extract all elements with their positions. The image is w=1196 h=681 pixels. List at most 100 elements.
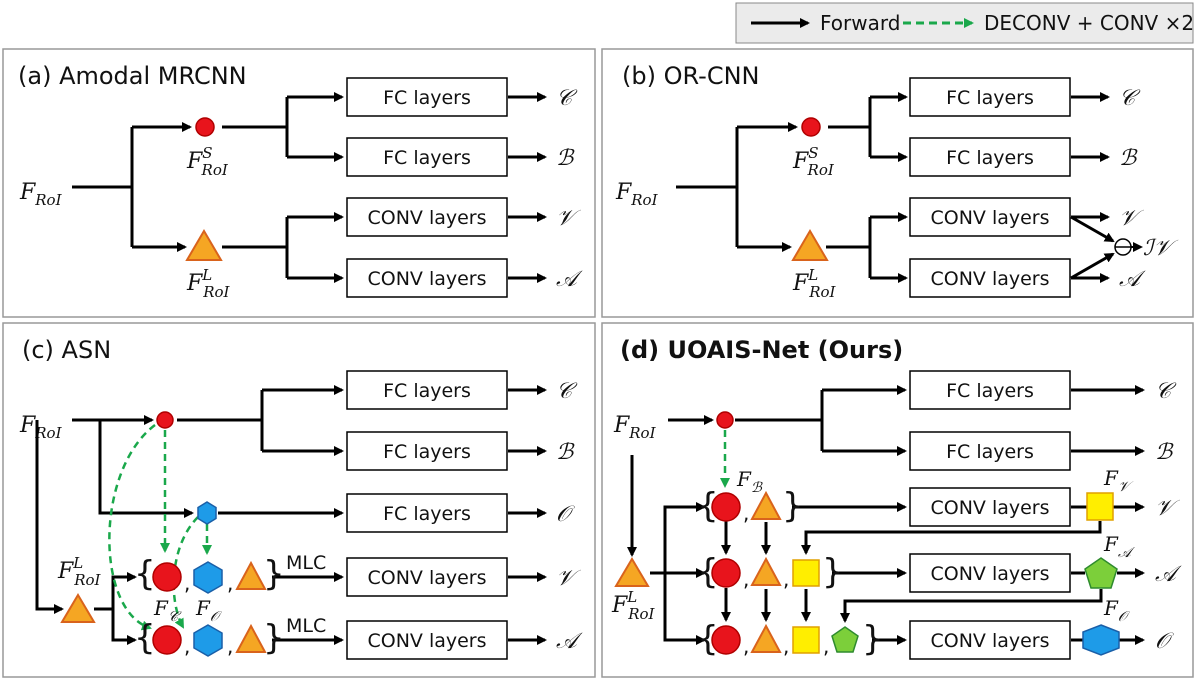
- panel-c: (c) ASN FRoI: [19, 336, 583, 660]
- panel-d-row1-triangle: [750, 490, 782, 520]
- panel-c-fc-box-3-label: FC layers: [383, 503, 471, 525]
- panel-c-row1-circle: [152, 562, 182, 592]
- panel-b-fl-label: FL RoI: [792, 266, 837, 301]
- panel-d-row2-comma-1: ,: [743, 567, 749, 591]
- panel-c-conv-box-2: [346, 620, 508, 660]
- panel-b: (b) OR-CNN FRoI FS RoI FL RoI FC l: [615, 62, 1178, 301]
- legend-forward-label: Forward: [820, 11, 900, 35]
- panel-d-input-label: FRoI: [613, 413, 657, 442]
- panel-d-short-feature-circle: [716, 411, 734, 429]
- panel-d-fc-box-1-label: FC layers: [946, 380, 1034, 402]
- panel-a-conv-box-1-label: CONV layers: [367, 207, 486, 229]
- panel-c-brace-right-1: }: [263, 554, 285, 594]
- panel-d-fc-box-1: [909, 370, 1071, 410]
- panel-c-row1-hexagon: [193, 561, 223, 594]
- panel-b-conv-box-1-label: CONV layers: [930, 207, 1049, 229]
- panel-c-conv-box-2-label: CONV layers: [367, 630, 486, 652]
- panel-c-fc-box-1: [346, 370, 508, 410]
- panel-d-brace-right-1: }: [782, 486, 804, 526]
- panel-d-row3-comma-3: ,: [823, 634, 829, 658]
- panel-a-fs-label: FS RoI: [186, 144, 229, 179]
- panel-c-row2-triangle: [235, 623, 267, 653]
- panel-c-title: (c) ASN: [22, 336, 111, 364]
- panel-a-fc-box-2-label: FC layers: [383, 147, 471, 169]
- panel-b-conv-box-2: [909, 258, 1071, 298]
- panel-a-input-label: FRoI: [19, 180, 63, 209]
- panel-d-fc-box-2-label: FC layers: [946, 441, 1034, 463]
- panel-d-row2-triangle: [750, 556, 782, 586]
- panel-d-output-v: 𝒱: [1155, 496, 1180, 521]
- panel-b-output-c: 𝒞: [1119, 86, 1141, 111]
- panel-d-long-feature-triangle: [614, 557, 650, 587]
- panel-d-output-o: 𝒪: [1155, 629, 1174, 654]
- panel-b-output-iv: ℐ𝒱: [1143, 236, 1178, 261]
- panel-d-fa-label: F𝒜: [1103, 532, 1135, 561]
- panel-b-title: (b) OR-CNN: [622, 62, 760, 90]
- panel-a-fc-box-1: [346, 77, 508, 117]
- panel-b-frame: [601, 48, 1194, 318]
- panel-c-mlc-label-2: MLC: [286, 615, 326, 637]
- panel-a-long-feature-triangle: [185, 229, 223, 261]
- panel-a-output-b: ℬ: [556, 146, 575, 171]
- panel-d-conv-box-1-label: CONV layers: [930, 497, 1049, 519]
- panel-d-row3-comma-2: ,: [783, 634, 789, 658]
- panel-c-fc-box-3: [346, 493, 508, 533]
- panel-d-row2-comma-2: ,: [783, 567, 789, 591]
- panel-a-output-c: 𝒞: [556, 86, 578, 111]
- panel-c-row2-comma-2: ,: [227, 634, 233, 658]
- panel-d-output-b: ℬ: [1155, 440, 1174, 465]
- panel-d-output-c: 𝒞: [1155, 379, 1177, 404]
- panel-a: (a) Amodal MRCNN FRoI FS RoI FL RoI FC lay…: [18, 62, 583, 301]
- panel-b-fc-box-1-label: FC layers: [946, 87, 1034, 109]
- panel-c-fo-label: F𝒪: [195, 596, 222, 625]
- panel-b-edges: [676, 92, 1115, 283]
- panel-d-row3-comma-1: ,: [743, 634, 749, 658]
- panel-a-fl-label: FL RoI: [186, 266, 231, 301]
- panel-c-short-feature-circle: [156, 411, 174, 429]
- panel-c-fc-box-2-label: FC layers: [383, 441, 471, 463]
- panel-d-conv-box-1: [909, 487, 1071, 527]
- panel-b-conv-box-2-label: CONV layers: [930, 268, 1049, 290]
- panel-c-output-o: 𝒪: [556, 502, 575, 527]
- panel-b-fs-label: FS RoI: [792, 144, 835, 179]
- panel-b-fc-box-2: [909, 137, 1071, 177]
- panel-d-row3-triangle: [750, 623, 782, 653]
- panel-c-fl-label: FL RoI: [57, 554, 102, 589]
- panel-c-row1-comma-1: ,: [184, 571, 190, 595]
- panel-d-row1-circle: [711, 492, 741, 522]
- panel-c-input-label: FRoI: [19, 413, 63, 442]
- panel-d: (d) UOAIS-Net (Ours) FRoI: [611, 336, 1182, 660]
- panel-c-brace-right-2: }: [263, 618, 285, 658]
- panel-d-fv-label: F𝒱: [1103, 466, 1134, 495]
- panel-c-occlusion-feature-hexagon: [197, 501, 217, 525]
- panel-c-output-a: 𝒜: [556, 629, 583, 654]
- panel-c-conv-box-1: [346, 557, 508, 597]
- panel-d-conv-box-2: [909, 553, 1071, 593]
- panel-b-fc-box-1: [909, 77, 1071, 117]
- panel-c-edges: [35, 385, 547, 645]
- panel-c-row1-triangle: [235, 560, 267, 590]
- panel-a-fc-box-2: [346, 137, 508, 177]
- panel-a-conv-box-2: [346, 258, 508, 298]
- panel-b-output-b: ℬ: [1119, 146, 1138, 171]
- panel-c-mlc-label-1: MLC: [286, 552, 326, 574]
- panel-d-occlusion-feature-hexagon: [1082, 624, 1120, 656]
- panel-d-row3-circle: [711, 625, 741, 655]
- panel-c-long-feature-triangle: [60, 593, 96, 623]
- panel-c-output-v: 𝒱: [556, 566, 581, 591]
- panel-d-fb-label: Fℬ: [736, 467, 763, 496]
- panel-d-conv-box-3-label: CONV layers: [930, 630, 1049, 652]
- panel-a-edges: [72, 92, 547, 283]
- panel-d-brace-right-2: }: [822, 552, 844, 592]
- panel-c-row2-circle: [152, 625, 182, 655]
- panel-d-row2-circle: [711, 558, 741, 588]
- panel-a-output-v: 𝒱: [556, 206, 581, 231]
- panel-b-output-a: 𝒜: [1119, 267, 1146, 292]
- panel-d-visible-feature-square: [1086, 492, 1114, 521]
- panel-d-output-a: 𝒜: [1155, 562, 1182, 587]
- panel-c-row1-comma-2: ,: [227, 571, 233, 595]
- panel-a-conv-box-1: [346, 197, 508, 237]
- panel-d-brace-left-1: {: [697, 486, 719, 526]
- panel-d-row2-square: [792, 559, 820, 587]
- panel-a-conv-box-2-label: CONV layers: [367, 268, 486, 290]
